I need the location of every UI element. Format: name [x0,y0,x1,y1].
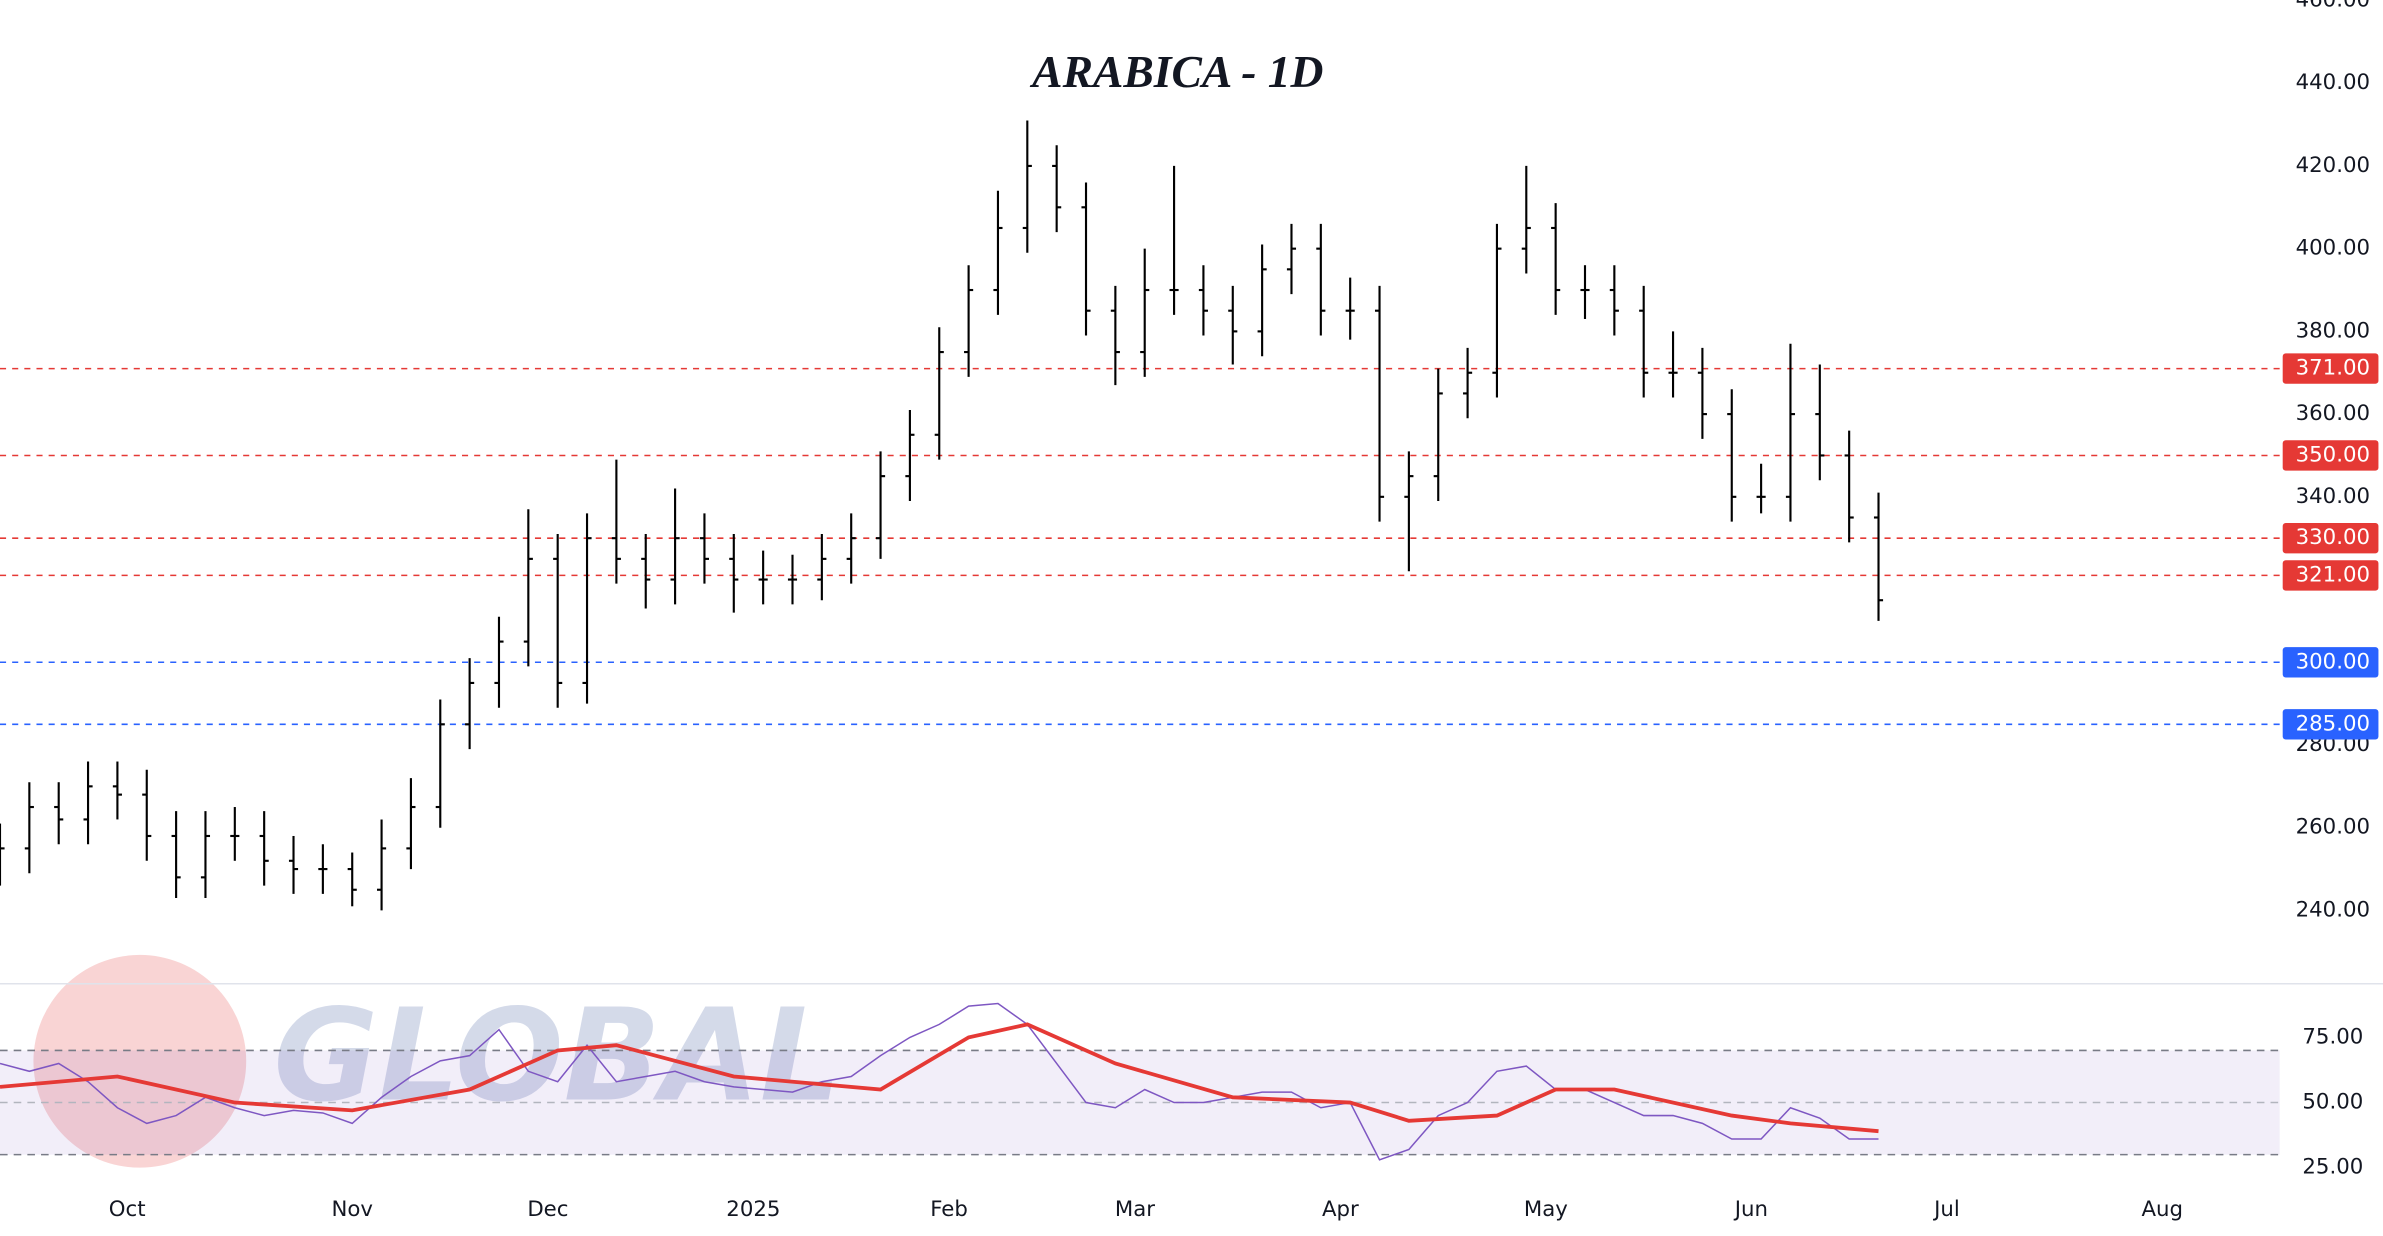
y-tick-label: 380.00 [2296,318,2370,343]
x-tick-label: Apr [1322,1197,1359,1222]
level-label: 330.00 [2296,525,2370,550]
y-tick-label: 75.00 [2302,1024,2363,1049]
y-tick-label: 50.00 [2302,1090,2363,1115]
y-tick-label: 360.00 [2296,401,2370,426]
level-badge [2282,709,2379,740]
y-tick-label: 420.00 [2296,153,2370,178]
rsi-line [0,1022,1879,1134]
level-label: 321.00 [2296,562,2370,587]
x-tick-label: Jun [1733,1197,1768,1222]
x-tick-label: Jul [1932,1197,1960,1222]
level-badge [2282,440,2379,471]
level-badge [2282,647,2379,678]
x-tick-label: Aug [2141,1197,2183,1222]
y-tick-label: 25.00 [2302,1155,2363,1180]
level-label: 285.00 [2296,711,2370,736]
x-tick-label: May [1524,1197,1568,1222]
watermark-logo [33,954,247,1168]
level-label: 300.00 [2296,649,2370,674]
level-label: 371.00 [2296,356,2370,381]
level-label: 350.00 [2296,442,2370,467]
x-tick-label: 2025 [726,1197,780,1222]
y-tick-label: 340.00 [2296,484,2370,509]
x-tick-label: Dec [527,1197,568,1222]
chart-title: ARABICA - 1D [1029,46,1323,97]
x-tick-label: Oct [109,1197,146,1222]
x-tick-label: Mar [1115,1197,1155,1222]
level-badge [2282,353,2379,384]
y-tick-label: 240.00 [2296,897,2370,922]
x-tick-label: Nov [331,1197,373,1222]
y-tick-label: 440.00 [2296,70,2370,95]
level-badge [2282,560,2379,591]
x-tick-label: Feb [930,1197,968,1222]
y-tick-label: 400.00 [2296,236,2370,261]
y-tick-label: 260.00 [2296,815,2370,840]
level-badge [2282,522,2379,554]
y-tick-label: 460.00 [2296,0,2370,12]
